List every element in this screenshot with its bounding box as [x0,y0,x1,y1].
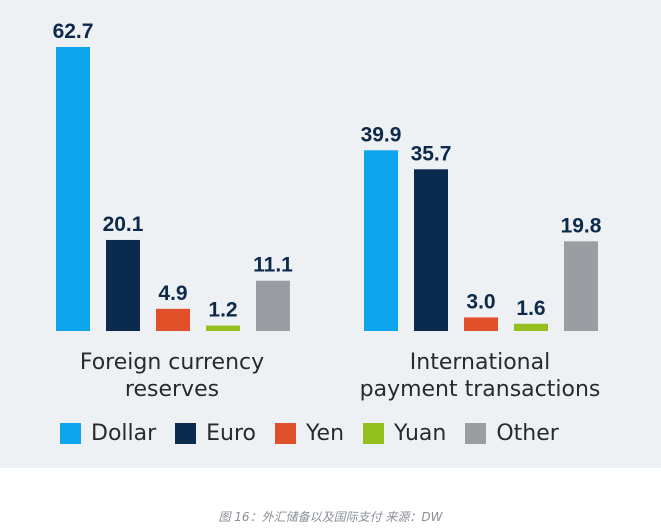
category-label-0-line-1: reserves [125,377,219,402]
bar-other-0 [256,280,290,331]
legend-label-other: Other [496,421,559,446]
data-label-other-0: 11.1 [253,254,293,277]
legend-swatch-yen [275,423,297,444]
legend-label-yen: Yen [306,421,345,446]
legend-swatch-other [465,423,487,444]
data-label-yen-0: 4.9 [158,282,187,305]
bar-dollar-1 [364,150,398,331]
chart-panel: 62.7 20.1 4.9 1.2 11.1 Foreign currency reserv… [0,0,661,468]
bar-dollar-0 [56,47,90,331]
bar-euro-1 [414,169,448,331]
data-label-yen-1: 3.0 [466,290,495,313]
data-label-dollar-0: 62.7 [53,20,94,43]
bar-yuan-1 [514,323,548,331]
legend-label-yuan: Yuan [394,421,447,446]
category-label-1-line-1: payment transactions [360,377,601,402]
legend-label-dollar: Dollar [91,421,157,446]
bar-euro-0 [106,239,140,331]
bar-chart: 62.7 20.1 4.9 1.2 11.1 Foreign currencyreserv… [53,20,602,402]
legend-swatch-dollar [60,423,81,444]
legend-item-other: Other [465,421,559,446]
bar-yen-0 [156,308,190,331]
legend-item-euro: Euro [175,421,256,446]
legend-item-yuan: Yuan [363,421,446,446]
bar-other-1 [564,241,598,331]
legend-label-euro: Euro [206,421,257,446]
legend-swatch-euro [175,423,197,444]
data-label-euro-0: 20.1 [103,213,144,236]
data-label-other-1: 19.8 [561,214,602,237]
bar-yuan-0 [206,325,240,331]
legend-item-yen: Yen [275,421,344,446]
bar-yen-1 [464,317,498,331]
figure-caption: 图 16：外汇储备以及国际支付 来源：DW [218,510,443,524]
data-label-yuan-1: 1.6 [516,297,545,320]
legend-swatch-yuan [363,423,385,444]
data-label-dollar-1: 39.9 [361,123,402,146]
category-label-1-line-0: International [410,350,550,375]
legend-item-dollar: Dollar [60,421,156,446]
legend: Dollar Euro Yen Yuan Other [60,421,578,446]
category-label-0-line-0: Foreign currency [80,350,264,375]
data-label-yuan-0: 1.2 [208,299,237,322]
data-label-euro-1: 35.7 [411,142,452,165]
